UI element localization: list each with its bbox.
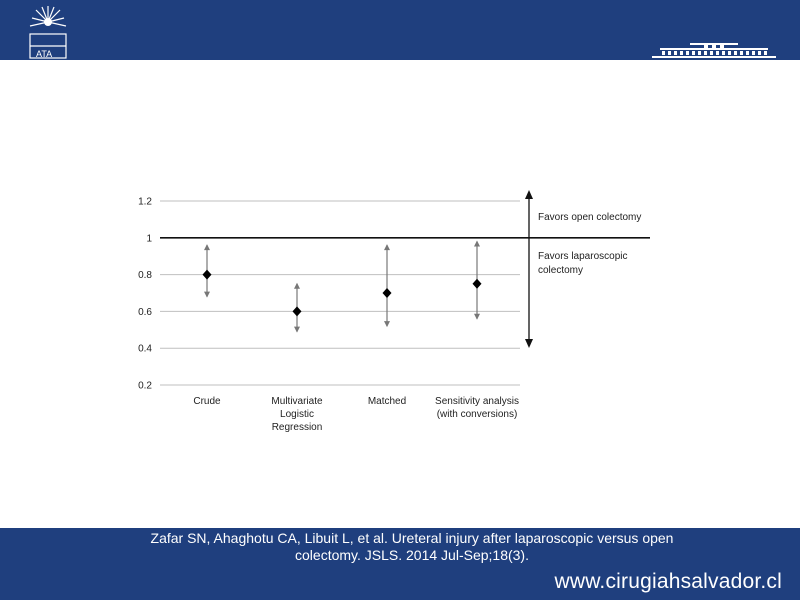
ci-lower-arrowhead: [294, 326, 300, 333]
x-category-label: Logistic: [280, 409, 314, 420]
university-logo-icon: ATA: [29, 6, 67, 59]
ci-lower-arrowhead: [384, 321, 390, 328]
y-tick-label: 1.2: [138, 197, 152, 208]
x-category-label: (with conversions): [437, 409, 518, 420]
citation: Zafar SN, Ahaghotu CA, Libuit L, et al. …: [20, 530, 800, 564]
ci-upper-arrowhead: [204, 244, 210, 251]
estimate-marker: [292, 306, 302, 317]
citation-line-1: Zafar SN, Ahaghotu CA, Libuit L, et al. …: [150, 530, 674, 546]
x-category-label: Sensitivity analysis: [435, 396, 519, 407]
footer-bar: [0, 528, 800, 600]
building-logo-icon: [652, 43, 776, 61]
y-tick-label: 0.6: [138, 307, 152, 318]
favors-arrow-bottom-head: [525, 339, 533, 348]
estimate-marker: [202, 269, 212, 280]
website-url: www.cirugiahsalvador.cl: [554, 570, 782, 593]
annotation-favors-open: Favors open colectomy: [538, 212, 641, 223]
y-tick-label: 1: [146, 233, 152, 244]
chart-svg: 0.2 0.4 0.6 0.8 1 1.2 Crude Multivariate Logisti…: [138, 190, 650, 433]
citation-line-2: colectomy. JSLS. 2014 Jul-Sep;18(3).: [295, 547, 529, 563]
annotation-favors-laparoscopic: colectomy: [538, 265, 583, 276]
x-category-label: Crude: [193, 396, 221, 407]
annotation-favors-laparoscopic: Favors laparoscopic: [538, 251, 627, 262]
logo-left-text: ATA: [36, 49, 52, 59]
estimate-marker: [382, 288, 392, 298]
ci-upper-arrowhead: [474, 240, 480, 247]
y-tick-label: 0.2: [138, 381, 152, 392]
x-category-label: Matched: [368, 396, 406, 407]
ci-upper-arrowhead: [294, 282, 300, 289]
x-category-label: Regression: [272, 422, 323, 433]
estimate-marker: [472, 278, 482, 289]
ci-lower-arrowhead: [474, 313, 480, 320]
x-category-label: Multivariate: [271, 396, 323, 407]
y-tick-label: 0.8: [138, 270, 152, 281]
ci-upper-arrowhead: [384, 244, 390, 251]
favors-arrow-top-head: [525, 190, 533, 199]
forest-chart: 0.2 0.4 0.6 0.8 1 1.2 Crude Multivariate Logisti…: [110, 180, 690, 440]
ci-lower-arrowhead: [204, 291, 210, 298]
y-tick-label: 0.4: [138, 344, 152, 355]
